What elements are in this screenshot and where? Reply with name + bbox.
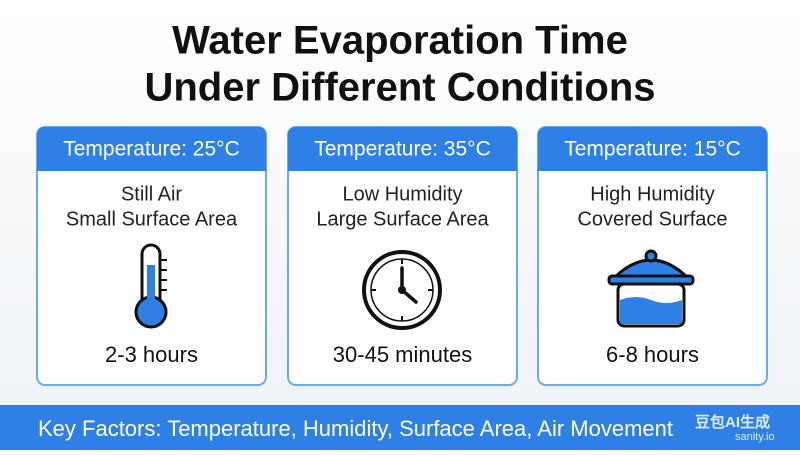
clock-icon xyxy=(362,250,442,330)
covered-pot-icon xyxy=(607,249,695,328)
card-header xyxy=(37,127,266,171)
card-header-text: Temperature: 35°C xyxy=(314,138,490,161)
condition: Still Air xyxy=(121,183,182,205)
card-header xyxy=(288,127,517,171)
card-header-text: Temperature: 25°C xyxy=(63,138,239,161)
condition: Small Surface Area xyxy=(66,208,238,230)
result: 30-45 minutes xyxy=(333,342,472,367)
result: 2-3 hours xyxy=(105,342,198,367)
result: 6-8 hours xyxy=(606,342,699,367)
condition: Large Surface Area xyxy=(316,208,489,230)
card-header xyxy=(538,127,767,171)
watermark: sanity.io xyxy=(735,431,775,443)
title-line: Water Evaporation Time xyxy=(172,19,628,63)
thermometer-icon xyxy=(134,243,168,329)
condition: Low Humidity xyxy=(342,183,462,205)
footer-bar xyxy=(0,405,800,450)
title-line: Under Different Conditions xyxy=(144,66,655,110)
card-header-text: Temperature: 15°C xyxy=(564,138,740,161)
condition: High Humidity xyxy=(590,183,714,205)
footer-text: Key Factors: Temperature, Humidity, Surf… xyxy=(38,416,673,441)
watermark: 豆包AI生成 xyxy=(695,413,770,431)
condition: Covered Surface xyxy=(577,208,727,230)
